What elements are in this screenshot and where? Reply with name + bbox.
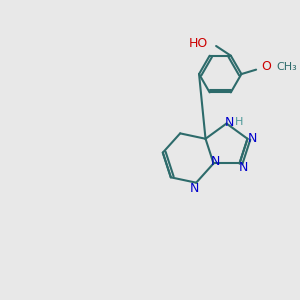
- Text: N: N: [239, 161, 249, 174]
- Text: CH₃: CH₃: [276, 62, 297, 72]
- Text: O: O: [262, 60, 272, 73]
- Text: H: H: [235, 117, 243, 127]
- Text: N: N: [248, 132, 257, 145]
- Text: N: N: [190, 182, 200, 194]
- Text: HO: HO: [189, 37, 208, 50]
- Text: N: N: [210, 155, 220, 169]
- Text: N: N: [225, 116, 234, 129]
